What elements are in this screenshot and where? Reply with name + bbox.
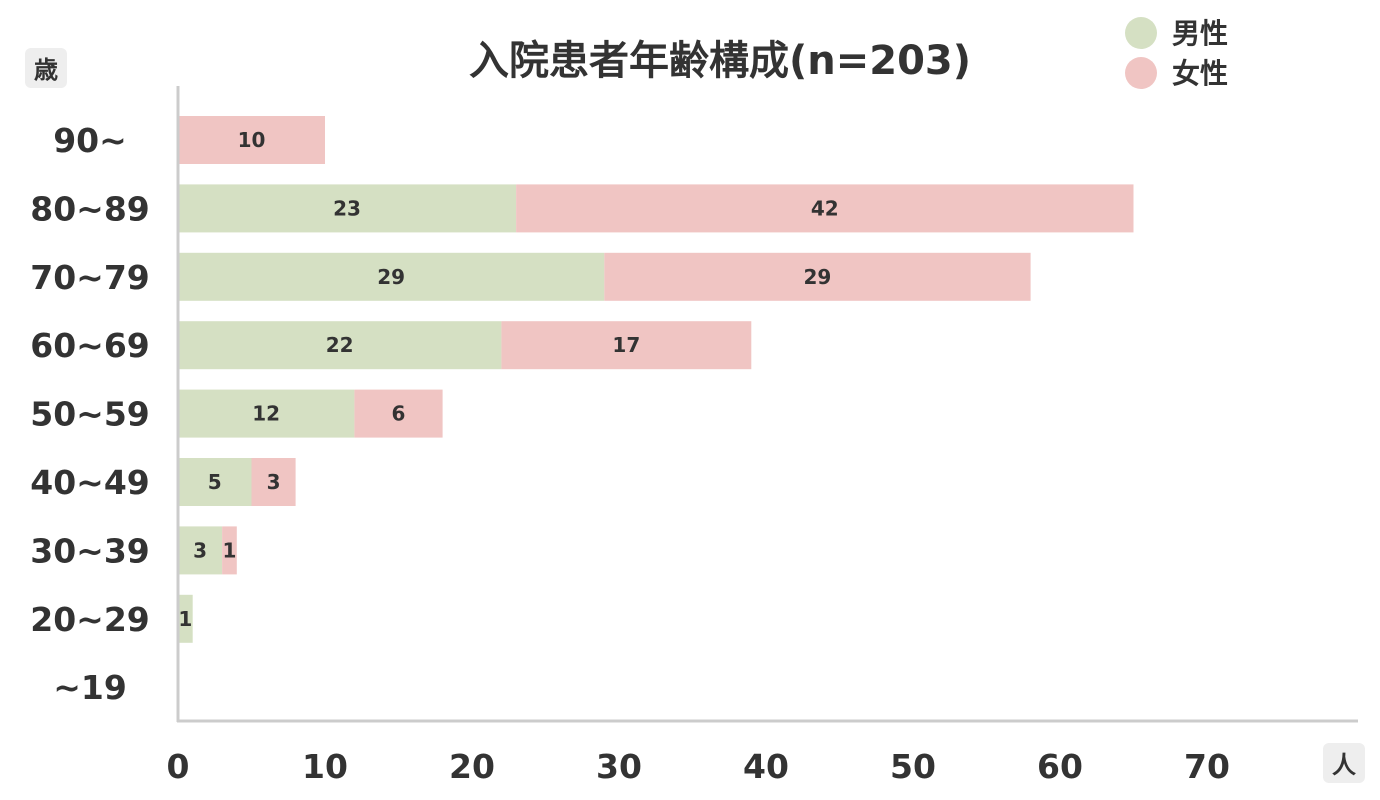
data-label: 1 <box>178 607 192 631</box>
data-label: 42 <box>811 196 839 220</box>
x-tick-label: 30 <box>596 747 642 786</box>
category-label: 50~59 <box>30 395 150 434</box>
data-label: 29 <box>804 265 832 289</box>
x-tick-label: 20 <box>449 747 495 786</box>
data-label: 17 <box>612 333 640 357</box>
category-label: 60~69 <box>30 326 150 365</box>
bar-male <box>178 526 223 575</box>
bar-female <box>354 389 443 438</box>
data-label: 10 <box>238 128 266 152</box>
bar-female <box>251 458 296 506</box>
data-label: 1 <box>222 538 236 562</box>
category-label: ~19 <box>53 668 127 707</box>
data-label: 3 <box>267 470 281 494</box>
legend-label: 男性 <box>1172 17 1228 50</box>
data-label: 5 <box>208 470 222 494</box>
x-unit-label: 人 <box>1323 743 1365 783</box>
bars <box>178 116 1134 643</box>
x-unit-background <box>1323 743 1365 783</box>
x-axis-ticks: 0 10 20 30 40 50 60 70 <box>167 747 1230 786</box>
bar-male <box>178 252 605 301</box>
data-label: 12 <box>252 402 280 426</box>
x-tick-label: 70 <box>1184 747 1230 786</box>
x-tick-label: 60 <box>1037 747 1083 786</box>
bar-female <box>178 116 325 164</box>
x-tick-label: 10 <box>302 747 348 786</box>
bar-female <box>222 526 237 575</box>
bar-female <box>501 321 752 370</box>
y-unit-text: 歳 <box>34 56 58 84</box>
category-label: 70~79 <box>30 258 150 297</box>
chart-title: 入院患者年齢構成(n=203) <box>469 38 971 84</box>
y-unit-label: 歳 <box>25 48 67 88</box>
x-unit-text: 人 <box>1332 751 1356 779</box>
data-label: 22 <box>326 333 354 357</box>
x-tick-label: 40 <box>743 747 789 786</box>
y-unit-background <box>25 48 67 88</box>
bar-male <box>178 184 517 233</box>
legend-label: 女性 <box>1172 57 1228 90</box>
category-label: 40~49 <box>30 463 150 502</box>
bar-male <box>178 389 355 438</box>
category-labels: 90~ 80~89 70~79 60~69 50~59 40~49 30~39 20~29 ~1… <box>30 121 150 707</box>
bar-female <box>604 252 1031 301</box>
data-label: 3 <box>193 538 207 562</box>
x-tick-label: 0 <box>167 747 190 786</box>
bar-male <box>178 321 502 370</box>
bar-female <box>516 184 1134 233</box>
bar-male <box>178 594 193 643</box>
category-label: 20~29 <box>30 600 150 639</box>
data-label: 6 <box>392 402 406 426</box>
legend-swatch <box>1125 17 1157 49</box>
bar-male <box>178 458 252 506</box>
data-label: 23 <box>333 196 361 220</box>
legend-swatch <box>1125 57 1157 89</box>
x-tick-label: 50 <box>890 747 936 786</box>
category-label: 80~89 <box>30 189 150 228</box>
category-label: 90~ <box>53 121 127 160</box>
data-label: 29 <box>377 265 405 289</box>
category-label: 30~39 <box>30 531 150 570</box>
